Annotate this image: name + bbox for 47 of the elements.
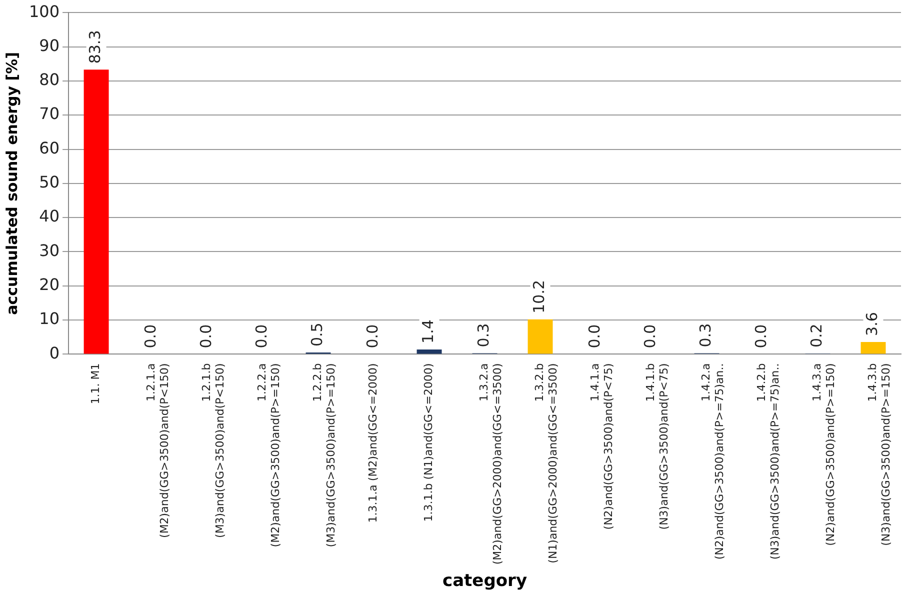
x-tick-label: 1.4.3.b (N3)and(GG>3500)and(P>=150) — [866, 363, 892, 546]
x-tick-label: 1.3.2.b (N1)and(GG>2000)and(GG<=3500) — [533, 363, 560, 564]
x-tick-label: 1.4.3.a (N2)and(GG>3500)and(P>=150) — [810, 363, 837, 546]
x-tick-label: 1.2.1.b (M3)and(GG>3500)and(P<150) — [200, 363, 226, 538]
data-label: 0.0 — [752, 324, 770, 348]
y-tick-label: 60 — [39, 138, 60, 158]
data-label: 10.2 — [530, 280, 548, 314]
x-tick-label: 1.3.1.a (M2)and(GG<=2000) — [366, 363, 380, 523]
y-tick-label: 10 — [39, 309, 60, 328]
y-tick-label: 20 — [39, 275, 60, 294]
data-label: 0.5 — [308, 322, 326, 347]
x-tick-label: 1.3.2.a (M2)and(GG>2000)and(GG<=3500) — [478, 363, 504, 565]
data-label: 0.3 — [474, 323, 493, 348]
data-label: 1.4 — [419, 320, 438, 344]
data-label: 0.0 — [197, 324, 216, 348]
data-label: 0.0 — [142, 324, 160, 348]
x-tick-label: 1.2.1.a (M2)and(GG>3500)and(P<150) — [144, 363, 171, 538]
data-label: 0.0 — [586, 324, 604, 348]
y-tick-label: 90 — [39, 36, 60, 55]
data-label: 0.0 — [252, 324, 271, 348]
data-label: 0.0 — [364, 324, 382, 348]
y-tick-label: 70 — [39, 104, 60, 124]
y-tick-label: 0 — [49, 343, 60, 362]
x-tick-label: 1.4.1.b (N3)and(GG>3500)and(P<75) — [644, 363, 670, 530]
x-tick-label: 1.4.2.b (N3)and(GG>3500)and(P>=75)an.. — [755, 363, 782, 560]
bar — [84, 70, 109, 354]
bar — [416, 349, 442, 354]
y-tick-label: 50 — [39, 172, 60, 192]
y-tick-label: 30 — [39, 240, 60, 260]
data-label: 83.3 — [86, 30, 104, 64]
y-tick-label: 80 — [39, 70, 60, 90]
data-label: 0.3 — [696, 323, 715, 348]
bar — [528, 319, 553, 354]
y-axis-title: accumulated sound energy [%] — [2, 52, 21, 315]
bar — [860, 342, 886, 354]
x-tick-label: 1.3.1.b (N1)and(GG<=2000) — [422, 363, 436, 522]
data-label: 3.6 — [863, 312, 882, 336]
data-label: 0.2 — [808, 324, 826, 348]
x-tick-label: 1.4.2.a (N2)and(GG>3500)and(P>=75)an.. — [700, 363, 726, 560]
x-tick-label: 1.2.2.b (M3)and(GG>3500)and(P>=150) — [311, 363, 338, 548]
x-axis-title: category — [442, 571, 528, 592]
y-tick-label: 100 — [28, 2, 60, 21]
data-label: 0.0 — [641, 324, 660, 348]
x-tick-label: 1.2.2.a (M2)and(GG>3500)and(P>=150) — [256, 363, 282, 548]
y-tick-label: 40 — [39, 206, 60, 226]
x-tick-label: 1.1. M1 — [89, 363, 102, 404]
x-tick-label: 1.4.1.a (N2)and(GG>3500)and(P<75) — [588, 363, 615, 530]
